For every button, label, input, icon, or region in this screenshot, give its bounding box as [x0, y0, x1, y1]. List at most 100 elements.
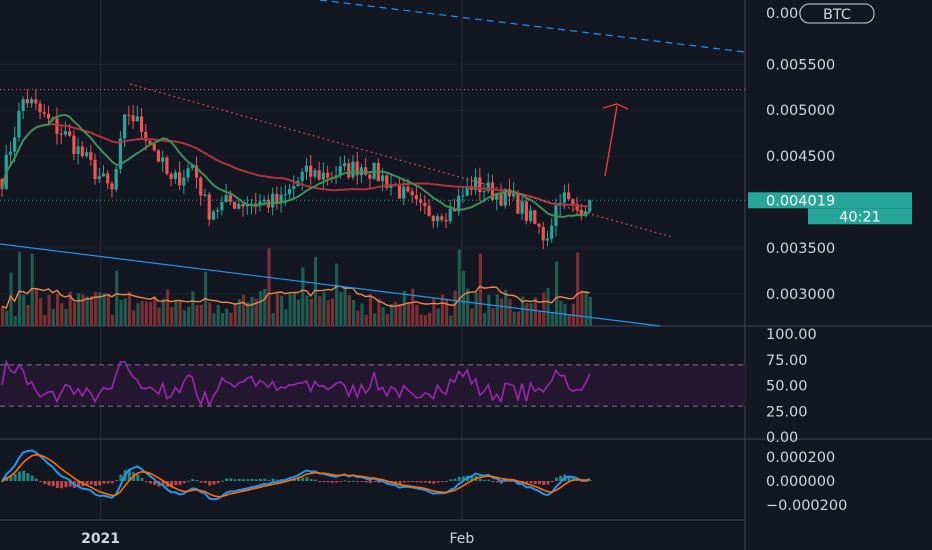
volume-bar — [470, 308, 474, 326]
moving-average-line — [1, 122, 590, 208]
macd-histogram-bar — [267, 479, 271, 481]
volume-bar — [250, 296, 254, 326]
macd-histogram-bar — [34, 478, 38, 481]
price-tick-label: 0.003500 — [766, 241, 835, 257]
dotted-trendline[interactable] — [129, 83, 673, 238]
candle-body — [545, 238, 550, 241]
rsi-pane[interactable] — [0, 359, 745, 408]
candle-body — [571, 199, 575, 205]
volume-bar — [258, 291, 263, 326]
macd-histogram-bar — [102, 481, 106, 484]
candle-body — [139, 116, 144, 132]
macd-histogram-bar — [98, 481, 102, 486]
volume-bar — [51, 309, 55, 326]
volume-bar — [229, 312, 233, 326]
macd-histogram-bar — [153, 481, 157, 485]
macd-histogram-bar — [199, 481, 203, 483]
macd-histogram-bar — [406, 481, 410, 483]
macd-histogram-bar — [30, 475, 34, 481]
candle-body — [342, 163, 347, 167]
volume-bar — [94, 291, 98, 326]
candle-body — [237, 203, 241, 209]
rsi-band — [0, 364, 745, 407]
candle-body — [503, 189, 507, 206]
volume-bar — [102, 293, 106, 326]
candle-body — [537, 223, 541, 227]
candle-body — [59, 133, 63, 135]
rsi-tick-label: 100.00 — [766, 327, 817, 343]
support-trendline[interactable] — [0, 243, 661, 327]
candle-body — [258, 201, 262, 206]
volume-bar — [487, 295, 491, 326]
candle-body — [34, 99, 38, 104]
volume-bar — [351, 300, 356, 326]
candle-body — [161, 157, 165, 162]
macd-histogram-bar — [516, 481, 520, 484]
candle-body — [533, 210, 537, 224]
macd-histogram-bar — [271, 478, 275, 481]
volume-bar — [445, 298, 449, 326]
macd-histogram-bar — [144, 481, 148, 482]
candle-body — [144, 131, 148, 141]
volume-bar — [55, 293, 60, 326]
macd-histogram-bar — [212, 481, 216, 485]
volume-bar — [149, 302, 153, 326]
volume-bar — [220, 313, 225, 326]
candle-body — [131, 115, 135, 122]
volume-bar — [588, 296, 592, 326]
candle-body — [317, 170, 321, 180]
volume-bar — [516, 311, 521, 326]
macd-histogram-bar — [343, 480, 347, 482]
candle-body — [419, 199, 423, 203]
volume-bar — [580, 290, 584, 326]
macd-histogram-bar — [546, 481, 550, 485]
candle-body — [321, 172, 325, 180]
candle-body — [520, 201, 524, 214]
symbol-badge[interactable] — [799, 3, 875, 24]
candle-body — [228, 194, 232, 202]
macd-pane[interactable] — [1, 449, 592, 501]
candle-body — [516, 192, 520, 214]
volume-bar — [478, 253, 482, 326]
volume-bar — [237, 298, 241, 326]
candle-body — [0, 179, 4, 190]
candle-body — [156, 150, 161, 162]
candle-body — [507, 189, 512, 197]
volume-bar — [64, 308, 68, 326]
macd-histogram-bar — [106, 481, 110, 484]
volume-bar — [457, 249, 461, 326]
projection-arrow[interactable] — [604, 105, 618, 177]
candle-body — [123, 114, 127, 139]
volume-bar — [415, 304, 419, 326]
volume-bar — [499, 298, 504, 326]
candle-body — [550, 225, 554, 239]
axes: 0.006000BTC0.0055000.0050000.0045000.003… — [81, 3, 912, 547]
macd-histogram-bar — [483, 479, 487, 481]
volume-bar — [5, 310, 9, 326]
macd-histogram-bar — [419, 481, 423, 483]
volume-bar — [81, 294, 85, 326]
volume-bar — [385, 313, 389, 326]
candle-body — [364, 167, 368, 175]
volume-bar — [174, 299, 178, 326]
volume-bar — [208, 302, 212, 326]
candle-body — [402, 186, 406, 199]
macd-histogram-bar — [580, 481, 584, 482]
candle-body — [241, 203, 245, 207]
macd-histogram-bar — [318, 481, 322, 482]
candle-body — [347, 163, 351, 178]
volume-bar — [288, 294, 292, 326]
candle-body — [84, 152, 89, 157]
candle-body — [55, 118, 59, 134]
price-pane[interactable] — [0, 0, 746, 327]
moving-average-line — [1, 113, 591, 218]
macd-histogram-bar — [559, 475, 563, 481]
macd-histogram-bar — [263, 478, 267, 481]
macd-histogram-bar — [313, 479, 317, 481]
candle-body — [190, 165, 194, 169]
candle-body — [127, 114, 131, 116]
volume-bar — [13, 315, 17, 326]
volume-bar — [170, 307, 174, 326]
macd-histogram-bar — [571, 477, 575, 481]
candle-body — [309, 165, 313, 177]
